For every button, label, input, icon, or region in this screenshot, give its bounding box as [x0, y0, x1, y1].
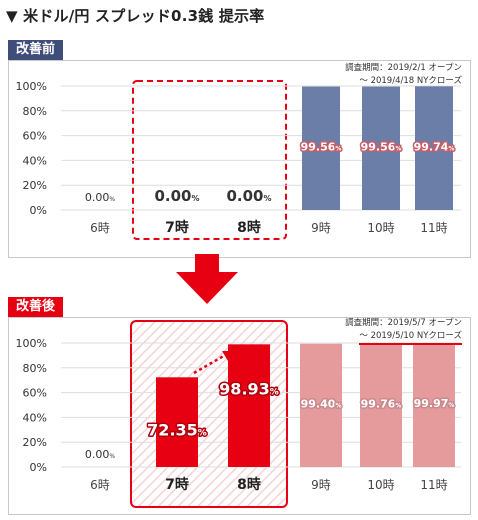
x-tick-label: 9時 — [311, 221, 331, 235]
x-tick-label: 8時 — [237, 219, 261, 236]
bar — [360, 343, 402, 467]
y-tick-label: 20% — [23, 179, 47, 192]
y-tick-label: 100% — [16, 337, 47, 350]
y-tick-label: 0% — [30, 461, 47, 474]
bar — [156, 377, 198, 467]
bar — [415, 86, 453, 210]
y-tick-label: 100% — [16, 80, 47, 93]
bar — [362, 86, 400, 210]
y-tick-label: 40% — [23, 411, 47, 424]
data-label: 0.00% — [85, 448, 116, 461]
x-tick-label: 9時 — [311, 478, 331, 492]
x-tick-label: 6時 — [90, 221, 110, 235]
after-period-line1: 調査期間：2019/5/7 オープン — [345, 318, 462, 328]
x-tick-label: 7時 — [165, 219, 189, 236]
improvement-arrow-head — [222, 351, 233, 361]
before-chart: 0% 20% 40% 60% 80% 100% 0.00% 6時 0.00% 7時 0.00% 8時 9… — [16, 80, 461, 240]
x-tick-label: 10時 — [367, 221, 394, 235]
x-tick-label: 11時 — [420, 221, 447, 235]
x-tick-label: 10時 — [367, 478, 394, 492]
bar — [413, 343, 455, 467]
after-chart: 0% 20% 40% 60% 80% 100% 0.00% 6時 72.35% 7時 98.93% 8… — [16, 320, 461, 508]
y-tick-label: 60% — [23, 130, 47, 143]
data-label: 0.00% — [226, 187, 271, 205]
bar — [228, 344, 270, 467]
before-period-line1: 調査期間：2019/2/1 オープン — [345, 63, 462, 73]
x-tick-label: 8時 — [237, 476, 261, 493]
bar — [302, 86, 340, 210]
down-arrow-icon — [176, 254, 238, 304]
data-label: 0.00% — [85, 191, 116, 204]
after-period-note: 調査期間：2019/5/7 オープン 〜 2019/5/10 NYクローズ — [345, 317, 462, 345]
improvement-arrow — [193, 352, 228, 375]
y-tick-label: 80% — [23, 105, 47, 118]
data-label: 99.97% — [414, 397, 455, 410]
y-tick-label: 0% — [30, 204, 47, 217]
data-label: 0.00% — [154, 187, 199, 205]
data-label: 72.35% — [147, 420, 207, 439]
y-tick-label: 60% — [23, 387, 47, 400]
y-tick-label: 40% — [23, 154, 47, 167]
x-tick-label: 6時 — [90, 478, 110, 492]
data-label: 99.56% — [301, 141, 342, 154]
data-label: 99.76% — [361, 397, 402, 410]
y-tick-label: 20% — [23, 436, 47, 449]
after-period-line2: 〜 2019/5/10 NYクローズ — [359, 330, 462, 345]
x-tick-label: 7時 — [165, 476, 189, 493]
data-label: 99.74% — [414, 140, 455, 153]
data-label: 99.40% — [301, 398, 342, 411]
x-tick-label: 11時 — [420, 478, 447, 492]
y-tick-label: 80% — [23, 362, 47, 375]
data-label: 98.93% — [219, 379, 279, 398]
after-panel: 0% 20% 40% 60% 80% 100% 0.00% 6時 72.35% 7時 98.93% 8… — [8, 317, 471, 515]
before-tag: 改善前 — [8, 40, 64, 60]
after-tag: 改善後 — [8, 297, 64, 317]
data-label: 99.56% — [361, 141, 402, 154]
bar — [300, 343, 342, 467]
before-period-line2: 〜 2019/4/18 NYクローズ — [359, 76, 462, 86]
page-title: ▼ 米ドル/円 スプレッド0.3銭 提示率 — [6, 7, 265, 25]
before-period-note: 調査期間：2019/2/1 オープン 〜 2019/4/18 NYクローズ — [345, 62, 462, 88]
before-panel: 0% 20% 40% 60% 80% 100% 0.00% 6時 0.00% 7時 0.00% 8時 9… — [8, 60, 471, 258]
